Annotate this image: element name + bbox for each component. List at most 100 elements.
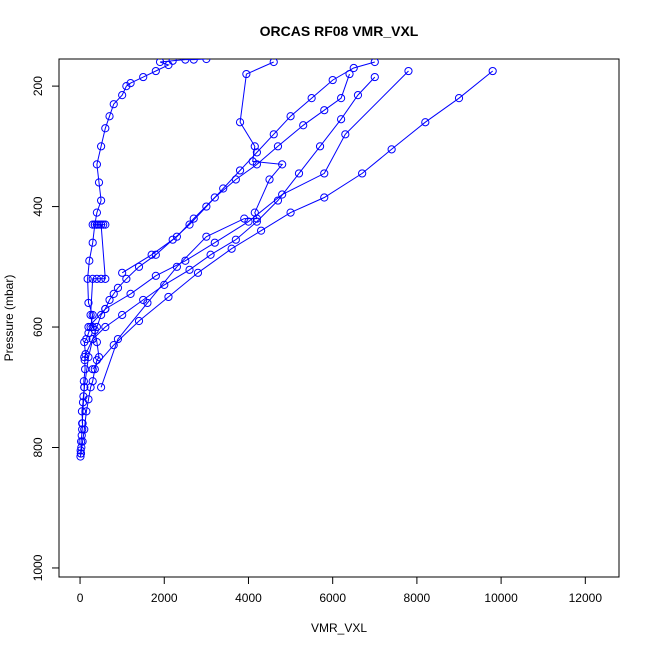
data-point — [160, 280, 169, 289]
data-point — [240, 214, 249, 223]
x-tick-label: 8000 — [404, 591, 431, 605]
data-point — [80, 425, 89, 434]
data-point — [94, 220, 104, 229]
data-point — [345, 69, 354, 79]
x-axis-label: VMR_VXL — [311, 621, 367, 635]
data-point — [421, 118, 430, 127]
series-line — [88, 70, 409, 328]
y-tick-label: 800 — [31, 437, 45, 457]
y-axis: 200 400 600 800 1000 — [31, 76, 60, 581]
x-tick-label: 6000 — [319, 591, 346, 605]
data-point — [320, 169, 329, 178]
data-point — [248, 157, 257, 166]
data-point — [278, 160, 287, 169]
data-point — [244, 217, 253, 226]
data-point — [92, 208, 101, 217]
data-point — [94, 178, 104, 187]
series-line — [81, 61, 375, 424]
data-point — [172, 232, 181, 241]
data-series — [84, 66, 413, 332]
data-point — [84, 322, 93, 332]
data-point — [77, 407, 87, 416]
data-point — [109, 289, 118, 299]
y-axis-label: Pressure (mbar) — [2, 275, 16, 362]
data-point — [76, 452, 85, 461]
data-point — [294, 169, 304, 178]
series-layer — [76, 59, 497, 461]
data-point — [250, 142, 259, 151]
data-point — [101, 220, 110, 229]
series-line — [100, 61, 284, 388]
data-point — [227, 244, 236, 253]
data-point — [278, 190, 287, 199]
plot-area — [58, 58, 620, 578]
data-series — [80, 72, 379, 362]
data-point — [206, 250, 215, 259]
data-point — [328, 75, 337, 85]
data-series — [118, 69, 354, 277]
data-point — [202, 202, 211, 211]
data-point — [307, 94, 316, 103]
data-point — [85, 256, 94, 265]
data-point — [370, 72, 379, 82]
data-point — [88, 365, 97, 374]
data-point — [219, 184, 228, 193]
data-point — [143, 298, 152, 308]
data-point — [210, 193, 219, 202]
data-point — [84, 395, 93, 404]
data-point — [151, 271, 160, 280]
data-point — [101, 274, 110, 283]
y-tick-label: 200 — [31, 76, 45, 96]
data-point — [252, 160, 261, 169]
data-point — [122, 82, 131, 91]
data-point — [118, 268, 127, 277]
data-point — [235, 118, 245, 127]
data-point — [252, 148, 261, 157]
data-point — [257, 226, 266, 235]
data-point — [90, 220, 99, 229]
data-point — [126, 289, 135, 299]
data-point — [79, 377, 88, 386]
data-point — [109, 100, 118, 109]
data-point — [181, 59, 190, 64]
x-tick-label: 0 — [77, 591, 84, 605]
data-point — [168, 235, 177, 244]
y-tick-label: 600 — [31, 317, 45, 337]
data-point — [80, 353, 89, 362]
data-point — [99, 220, 108, 229]
data-point — [97, 310, 106, 320]
data-point — [147, 250, 156, 259]
data-point — [202, 59, 211, 64]
data-point — [353, 91, 363, 100]
data-point — [337, 115, 346, 124]
x-tick-label: 10000 — [484, 591, 518, 605]
data-point — [105, 295, 114, 305]
data-point — [250, 208, 259, 217]
data-point — [231, 175, 240, 184]
data-point — [101, 124, 110, 133]
data-point — [101, 322, 110, 332]
data-point — [315, 142, 325, 151]
data-point — [320, 193, 329, 202]
data-point — [151, 66, 160, 76]
data-point — [168, 59, 177, 65]
data-point — [488, 66, 497, 76]
data-point — [97, 142, 106, 151]
data-point — [122, 274, 131, 283]
data-point — [92, 274, 101, 283]
data-point — [84, 298, 93, 308]
data-point — [341, 130, 350, 139]
data-point — [349, 63, 358, 73]
data-point — [231, 235, 240, 244]
data-series — [88, 66, 497, 374]
data-point — [92, 322, 101, 332]
data-point — [113, 283, 123, 292]
data-point — [286, 208, 295, 217]
data-point — [299, 121, 308, 130]
data-point — [269, 59, 278, 67]
x-tick-label: 12000 — [569, 591, 603, 605]
data-point — [86, 310, 95, 320]
data-point — [92, 160, 101, 169]
data-point — [105, 112, 114, 121]
data-point — [97, 196, 106, 205]
